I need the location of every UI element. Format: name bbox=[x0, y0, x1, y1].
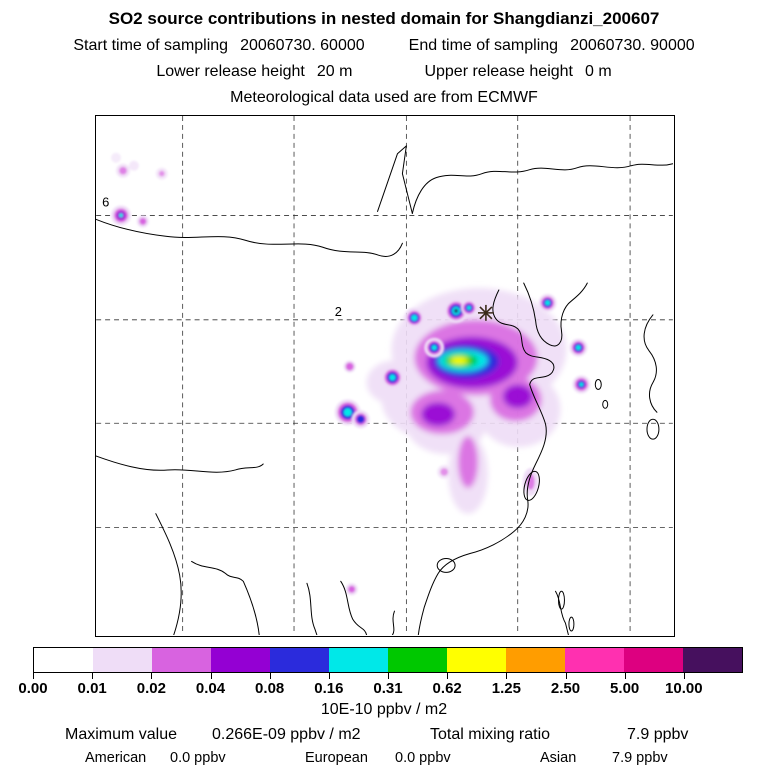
colorbar-tick bbox=[506, 673, 508, 679]
colorbar-tick-label: 10.00 bbox=[665, 680, 703, 697]
map-inline-labels: 6 2 bbox=[102, 194, 342, 318]
contribution-american-label: American bbox=[85, 750, 147, 766]
colorbar-segment bbox=[624, 648, 683, 672]
colorbar-tick-label: 0.04 bbox=[195, 680, 226, 697]
colorbar-tick bbox=[210, 673, 212, 679]
colorbar-tick bbox=[269, 673, 271, 679]
colorbar-tick-label: 0.62 bbox=[432, 680, 462, 697]
colorbar-labels: 0.00 0.01 0.02 0.04 0.08 0.16 0.31 0.62 1.25 2.50… bbox=[18, 680, 743, 698]
colorbar-tick-label: 2.50 bbox=[550, 680, 581, 697]
map-frame: 6 2 bbox=[95, 115, 675, 637]
lower-release-value: 20 m bbox=[316, 63, 353, 80]
colorbar-tick-label: 1.25 bbox=[491, 680, 521, 697]
colorbar-segment bbox=[152, 648, 211, 672]
colorbar-segment bbox=[329, 648, 388, 672]
start-time-value: 20060730. 60000 bbox=[240, 37, 365, 54]
colorbar-units: 10E-10 ppbv / m2 bbox=[320, 701, 448, 718]
total-mixing-ratio-label: Total mixing ratio bbox=[430, 726, 551, 743]
colorbar-segment bbox=[447, 648, 506, 672]
colorbar-ticks bbox=[33, 673, 743, 679]
colorbar-tick bbox=[151, 673, 153, 679]
max-value-label: Maximum value bbox=[65, 726, 178, 743]
colorbar-segment bbox=[93, 648, 152, 672]
colorbar-segment bbox=[388, 648, 447, 672]
page-title: SO2 source contributions in nested domai… bbox=[108, 9, 660, 28]
release-heights-row: Lower release height 20 m Upper release h… bbox=[0, 63, 768, 81]
colorbar-tick-label: 0.01 bbox=[77, 680, 107, 697]
colorbar-segment bbox=[506, 648, 565, 672]
colorbar-tick-label: 0.02 bbox=[136, 680, 166, 697]
end-time-value: 20060730. 90000 bbox=[570, 37, 695, 54]
colorbar-segment bbox=[34, 648, 93, 672]
colorbar-tick bbox=[92, 673, 94, 679]
sampling-times-row: Start time of sampling 20060730. 60000 En… bbox=[0, 37, 768, 55]
colorbar-tick bbox=[328, 673, 330, 679]
colorbar-segment bbox=[211, 648, 270, 672]
contribution-american-value: 0.0 ppbv bbox=[170, 750, 226, 766]
map-canvas: 6 2 bbox=[96, 116, 673, 635]
colorbar-tick bbox=[33, 673, 34, 679]
colorbar-tick bbox=[624, 673, 626, 679]
so2-plume-field bbox=[366, 288, 567, 514]
colorbar-tick-label: 0.08 bbox=[255, 680, 285, 697]
total-mixing-ratio-value: 7.9 ppbv bbox=[627, 726, 689, 743]
start-time-label: Start time of sampling bbox=[73, 37, 229, 54]
colorbar-tick-label: 5.00 bbox=[610, 680, 640, 697]
colorbar-tick-label: 0.16 bbox=[314, 680, 344, 697]
map-label-6: 6 bbox=[102, 194, 109, 209]
colorbar-segment bbox=[683, 648, 742, 672]
lower-release-height: Lower release height 20 m bbox=[156, 63, 352, 81]
met-data-source: Meteorological data used are from ECMWF bbox=[230, 89, 538, 106]
end-time-label: End time of sampling bbox=[408, 37, 559, 54]
start-time: Start time of sampling 20060730. 60000 bbox=[73, 37, 364, 55]
shangdianzi-station-marker bbox=[477, 304, 494, 321]
contribution-asian-value: 7.9 ppbv bbox=[612, 750, 668, 766]
so2-hotspots bbox=[111, 152, 591, 596]
lower-release-label: Lower release height bbox=[156, 63, 305, 80]
max-value: 0.266E-09 ppbv / m2 bbox=[212, 726, 361, 743]
contribution-european-value: 0.0 ppbv bbox=[395, 750, 451, 766]
colorbar-tick-label: 0.00 bbox=[18, 680, 48, 697]
upper-release-value: 0 m bbox=[585, 63, 612, 80]
colorbar-tick bbox=[565, 673, 567, 679]
colorbar-tick bbox=[447, 673, 449, 679]
colorbar-tick bbox=[388, 673, 389, 679]
upper-release-label: Upper release height bbox=[424, 63, 573, 80]
colorbar-segment bbox=[270, 648, 329, 672]
end-time: End time of sampling 20060730. 90000 bbox=[409, 37, 695, 55]
upper-release-height: Upper release height 0 m bbox=[424, 63, 611, 81]
contribution-asian-label: Asian bbox=[540, 750, 577, 766]
colorbar-tick bbox=[683, 673, 685, 679]
colorbar-tick-label: 0.31 bbox=[373, 680, 403, 697]
map-label-2: 2 bbox=[335, 304, 342, 319]
coastlines bbox=[96, 145, 673, 635]
colorbar-segments bbox=[33, 647, 743, 673]
contribution-european-label: European bbox=[305, 750, 368, 766]
colorbar-segment bbox=[565, 648, 624, 672]
